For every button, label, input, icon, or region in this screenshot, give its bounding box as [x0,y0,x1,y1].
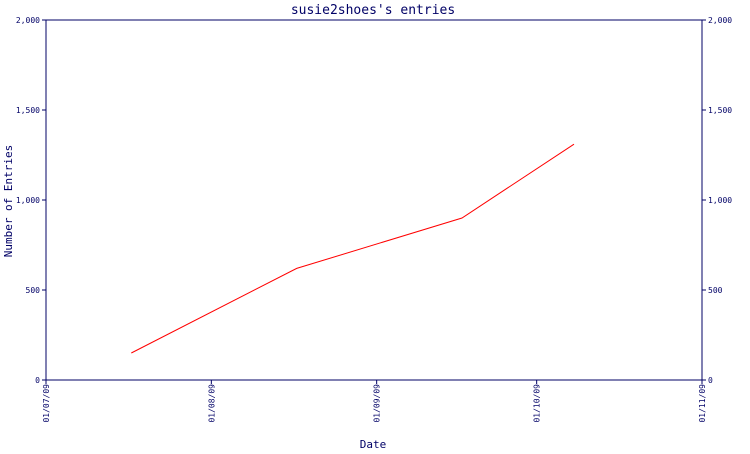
x-axis-label: Date [360,438,387,450]
axes [45,19,703,381]
x-tick-label: 01/07/09 [42,384,51,423]
y-axis-label: Number of Entries [2,145,15,258]
y-tick-label-left: 1,000 [16,196,40,205]
x-tick-label: 01/11/09 [698,384,707,423]
tick-marks: 0 0 500 500 1,000 1,000 1,500 1,500 2,000 2,000 01… [16,16,732,423]
y-tick-label-left: 500 [26,286,41,295]
y-tick-label-right: 500 [708,286,723,295]
series-lines [131,143,575,354]
y-tick-label-right: 1,000 [708,196,732,205]
y-tick-label-left: 1,500 [16,106,40,115]
chart-title: susie2shoes's entries [291,3,455,18]
y-tick-label-right: 2,000 [708,16,732,25]
y-tick-label-left: 0 [35,376,40,385]
y-tick-label-right: 1,500 [708,106,732,115]
x-tick-label: 01/09/09 [373,384,382,423]
y-tick-label-right: 0 [708,376,713,385]
y-tick-label-left: 2,000 [16,16,40,25]
entries-series-line [131,143,575,354]
x-tick-label: 01/08/09 [207,384,216,423]
x-tick-label: 01/10/09 [533,384,542,423]
